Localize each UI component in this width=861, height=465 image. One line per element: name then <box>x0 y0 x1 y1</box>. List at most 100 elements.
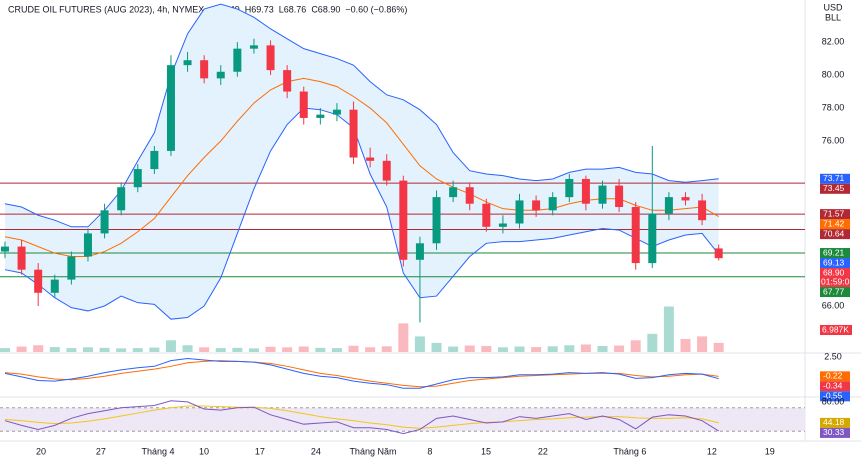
price-tag-label: 71.42 <box>823 218 845 228</box>
candle-body <box>399 180 408 260</box>
volume-bar <box>663 306 674 352</box>
x-tick-label: 24 <box>311 446 321 456</box>
macd-line <box>4 358 719 389</box>
y-tick-label: 66.00 <box>822 300 845 310</box>
candle-body <box>216 71 225 79</box>
volume-bar <box>298 346 309 352</box>
price-tag <box>820 268 850 288</box>
volume-bar <box>547 346 558 352</box>
price-tag-label: 73.71 <box>823 173 845 183</box>
price-tag-label: 67.77 <box>823 286 845 296</box>
candle-body <box>714 248 723 259</box>
y-tick-label: 80.00 <box>822 396 845 406</box>
candle-body <box>382 160 391 181</box>
price-tag-label: 69.21 <box>823 247 845 257</box>
ohlc-value: −0.60 (−0.86%) <box>345 4 407 14</box>
price-tag <box>820 417 850 428</box>
candle-body <box>249 45 258 49</box>
candle-body <box>150 150 159 170</box>
candle-body <box>581 178 590 204</box>
y-tick-label: 80.00 <box>822 69 845 79</box>
volume-bar <box>33 345 44 352</box>
price-tag <box>820 427 850 438</box>
price-tag <box>820 381 850 392</box>
volume-bar <box>481 346 492 352</box>
price-tag <box>820 391 850 402</box>
price-tag-label: -0.34 <box>823 381 843 391</box>
x-tick-label: 8 <box>427 446 432 456</box>
candle-body <box>615 185 624 208</box>
price-tag-label: -0.55 <box>823 391 843 401</box>
candle-body <box>515 200 524 224</box>
candle-body <box>698 200 707 221</box>
candle-body <box>83 233 92 257</box>
price-tag-label: 73.45 <box>823 183 845 193</box>
rsi-band <box>0 407 805 432</box>
bb-lower <box>4 107 720 320</box>
candle-body <box>200 60 209 79</box>
volume-bar <box>514 346 525 352</box>
candle-body <box>366 157 375 161</box>
volume-bar <box>564 345 575 352</box>
candle-body <box>498 223 507 227</box>
volume-bar <box>448 346 459 352</box>
candle-body <box>415 243 424 260</box>
candle-body <box>67 256 76 280</box>
candle-body <box>332 109 341 115</box>
volume-bar <box>49 347 60 352</box>
y-tick-label: 76.00 <box>822 135 845 145</box>
price-tag-label: 69.13 <box>823 257 845 267</box>
volume-bar <box>464 345 475 352</box>
rsi-line <box>4 400 719 435</box>
volume-bar <box>99 347 110 352</box>
signal-line <box>4 360 719 388</box>
x-tick-label: 20 <box>36 446 46 456</box>
volume-bar <box>365 347 376 352</box>
unit: BLL <box>825 12 841 22</box>
volume-bar <box>713 342 724 352</box>
candle-body <box>166 65 175 151</box>
candle-body <box>598 185 607 204</box>
volume-bar <box>647 333 658 352</box>
volume-bar <box>614 345 625 352</box>
countdown: 01:59:05 <box>821 276 854 286</box>
candle-body <box>0 246 9 252</box>
price-tag <box>820 371 850 382</box>
candle-body <box>283 70 292 92</box>
currency: USD <box>823 2 843 12</box>
candle-body <box>266 45 275 71</box>
volume-bar <box>182 345 193 352</box>
volume-bar <box>381 346 392 352</box>
candle-body <box>565 178 574 198</box>
volume-bar <box>232 347 243 352</box>
band-fill <box>4 4 719 320</box>
price-tag-label: 44.18 <box>823 417 845 427</box>
price-tag-label: 70.64 <box>823 228 845 238</box>
candle-body <box>17 246 26 270</box>
ohlc-value: C68.90 <box>311 4 340 14</box>
candle-body <box>465 187 474 204</box>
volume-bar <box>398 323 409 352</box>
y-tick-label: 78.00 <box>822 102 845 112</box>
candle-body <box>548 197 557 211</box>
volume-bar <box>315 347 326 352</box>
x-tick-label: 17 <box>255 446 265 456</box>
volume-bar <box>531 347 542 352</box>
volume-bar <box>149 347 160 352</box>
volume-bar <box>680 339 691 352</box>
volume-bar <box>580 344 591 352</box>
price-tag <box>820 173 850 184</box>
candle-body <box>100 210 109 234</box>
volume-bar <box>630 340 641 352</box>
price-tag-label: -0.22 <box>823 371 843 381</box>
price-tag-label: 30.33 <box>823 427 845 437</box>
volume-bar <box>431 342 442 352</box>
candle-body <box>299 91 308 118</box>
x-tick-label: 22 <box>538 446 548 456</box>
volume-label: 6.987K <box>822 324 849 334</box>
chart-title: CRUDE OIL FUTURES (AUG 2023), 4h, NYMEX <box>8 4 204 14</box>
price-tag <box>820 258 850 269</box>
volume-tag <box>820 325 852 335</box>
ohlc-value: H69.73 <box>245 4 274 14</box>
y-tick-label: 82.00 <box>822 36 845 46</box>
